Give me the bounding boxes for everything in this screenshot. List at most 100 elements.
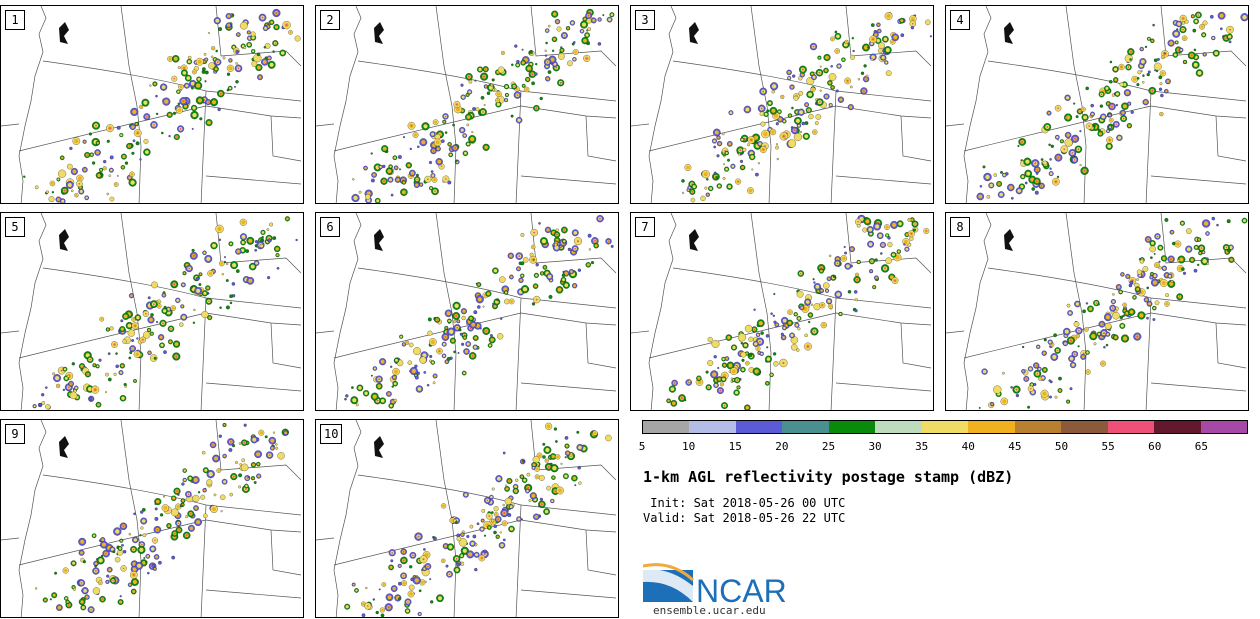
reflectivity-core (828, 81, 832, 85)
reflectivity-core (731, 165, 735, 168)
map-canvas (316, 213, 617, 410)
reflectivity-core (442, 354, 446, 357)
reflectivity-core (372, 394, 377, 399)
reflectivity-core (57, 198, 60, 201)
reflectivity-core (100, 168, 103, 171)
reflectivity-cell (1017, 144, 1020, 148)
reflectivity-cell (1040, 158, 1044, 161)
reflectivity-peak (1036, 168, 1038, 171)
reflectivity-core (1191, 15, 1194, 18)
reflectivity-core (408, 361, 411, 364)
reflectivity-core (546, 424, 551, 429)
reflectivity-core (745, 107, 750, 112)
reflectivity-cell (105, 372, 109, 377)
map-border (205, 589, 302, 599)
reflectivity-core (789, 141, 795, 146)
reflectivity-cell (1119, 318, 1122, 321)
reflectivity-core (87, 387, 92, 391)
reflectivity-core (506, 499, 511, 504)
reflectivity-cell (402, 136, 406, 139)
reflectivity-peak (376, 399, 379, 402)
reflectivity-cell (151, 564, 156, 568)
colorbar-tick-label: 55 (1101, 440, 1115, 453)
reflectivity-core (377, 384, 381, 388)
reflectivity-core (417, 387, 422, 391)
reflectivity-cell (143, 557, 146, 559)
reflectivity-core (562, 278, 565, 282)
reflectivity-core (443, 120, 446, 123)
reflectivity-cell (1097, 303, 1100, 306)
reflectivity-cell (106, 139, 110, 143)
reflectivity-peak (454, 147, 456, 149)
reflectivity-cell (355, 403, 359, 407)
reflectivity-core (127, 323, 132, 328)
reflectivity-core (208, 471, 213, 477)
reflectivity-peak (483, 75, 486, 78)
reflectivity-core (978, 194, 983, 199)
reflectivity-core (1043, 368, 1047, 372)
reflectivity-peak (434, 190, 436, 193)
reflectivity-cell (801, 121, 806, 126)
reflectivity-core (94, 562, 98, 565)
reflectivity-cell (515, 478, 519, 482)
reflectivity-core (134, 380, 136, 382)
reflectivity-core (431, 361, 434, 364)
reflectivity-cell (382, 164, 386, 169)
reflectivity-cell (554, 243, 558, 247)
reflectivity-cell (121, 540, 123, 543)
reflectivity-cell (452, 123, 455, 127)
reflectivity-core (985, 174, 990, 180)
reflectivity-core (451, 339, 455, 343)
reflectivity-cell (177, 102, 181, 106)
reflectivity-cell (123, 382, 127, 387)
reflectivity-cell (562, 270, 565, 273)
colorbar-segment (1061, 421, 1108, 433)
reflectivity-cell (780, 332, 784, 336)
reflectivity-core (897, 250, 900, 253)
reflectivity-cell (473, 310, 478, 315)
reflectivity-core (72, 586, 75, 589)
reflectivity-core (815, 304, 819, 309)
reflectivity-core (468, 552, 473, 557)
reflectivity-peak (444, 336, 447, 338)
reflectivity-core (120, 327, 124, 331)
reflectivity-core (155, 555, 159, 559)
reflectivity-cell (483, 534, 487, 537)
map-border (672, 267, 932, 309)
reflectivity-core (78, 176, 82, 181)
reflectivity-core (466, 342, 470, 346)
reflectivity-core (808, 78, 813, 84)
reflectivity-core (1141, 59, 1145, 64)
reflectivity-cell (481, 509, 486, 513)
reflectivity-core (532, 466, 535, 469)
reflectivity-core (1108, 114, 1111, 117)
reflectivity-core (64, 376, 68, 380)
map-border (215, 420, 302, 481)
reflectivity-peak (555, 66, 558, 69)
reflectivity-cell (241, 458, 246, 463)
reflectivity-core (162, 294, 166, 297)
reflectivity-cell (784, 137, 787, 141)
coast-feature (374, 22, 384, 44)
reflectivity-peak (1127, 66, 1130, 68)
reflectivity-core (469, 316, 473, 320)
reflectivity-core (68, 165, 72, 169)
reflectivity-core (398, 564, 401, 567)
reflectivity-core (414, 349, 420, 354)
reflectivity-peak (1034, 162, 1037, 165)
reflectivity-cell (112, 550, 116, 554)
reflectivity-cell (770, 312, 773, 315)
reflectivity-cell (221, 273, 224, 276)
reflectivity-cell (555, 228, 559, 232)
reflectivity-core (364, 166, 367, 170)
reflectivity-core (799, 77, 802, 80)
reflectivity-cell (1206, 262, 1210, 265)
reflectivity-core (781, 95, 784, 98)
reflectivity-cell (1165, 293, 1169, 297)
colorbar-tick-label: 10 (681, 440, 696, 453)
reflectivity-cell (561, 273, 566, 278)
reflectivity-core (1162, 256, 1166, 260)
reflectivity-core (279, 453, 283, 458)
map-border (316, 537, 335, 541)
reflectivity-core (169, 340, 172, 344)
